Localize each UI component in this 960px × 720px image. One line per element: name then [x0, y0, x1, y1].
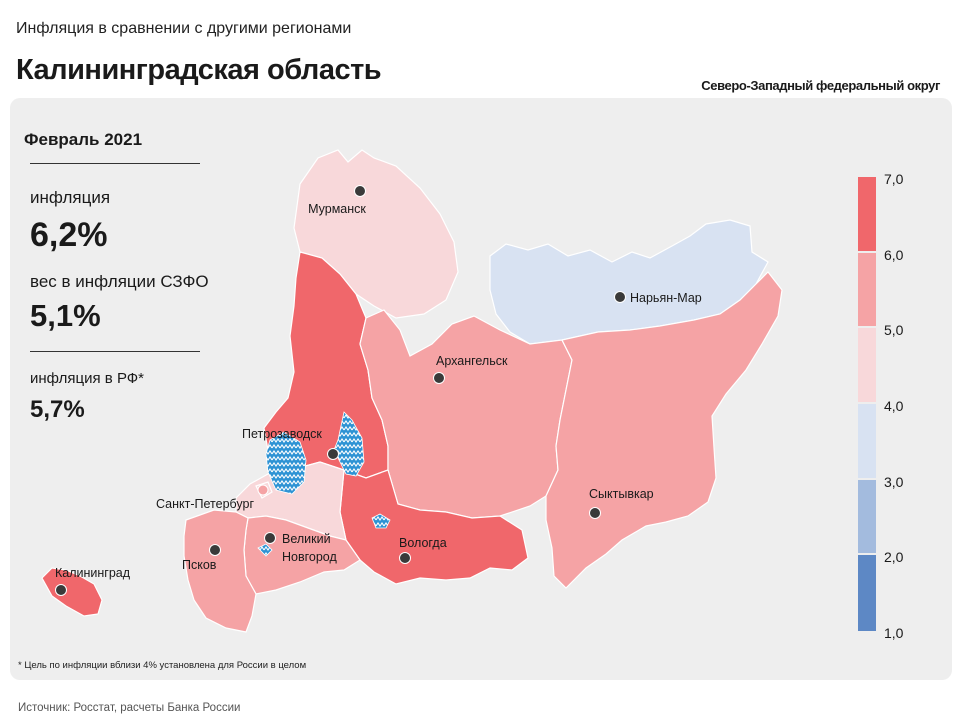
- city-label-pskov: Псков: [182, 558, 217, 572]
- legend-swatch: [858, 328, 876, 402]
- city-dot-arkhangelsk: [433, 372, 445, 384]
- legend-tick-label: 2,0: [884, 549, 904, 566]
- city-label-spb: Санкт-Петербург: [156, 497, 254, 511]
- source-note: Источник: Росстат, расчеты Банка России: [18, 702, 241, 714]
- region-vologda: [339, 469, 529, 585]
- city-dot-naryan-mar: [614, 291, 626, 303]
- weight-value: 5,1%: [30, 298, 101, 333]
- divider-top: [30, 163, 200, 164]
- city-markers: [55, 185, 626, 596]
- city-dot-syktyvkar: [589, 507, 601, 519]
- legend-swatch: [858, 555, 876, 631]
- legend-tick-label: 6,0: [884, 246, 904, 263]
- divider-bottom: [30, 351, 200, 352]
- district-label: Северо-Западный федеральный округ: [701, 78, 940, 93]
- city-label-naryan-mar: Нарьян-Мар: [630, 291, 702, 305]
- city-dot-petrozavodsk: [327, 448, 339, 460]
- footnote: * Цель по инфляции вблизи 4% установлена…: [18, 660, 307, 671]
- period-label: Февраль 2021: [24, 130, 143, 149]
- city-dot-kaliningrad: [55, 584, 67, 596]
- page-title: Калининградская область: [16, 54, 382, 86]
- city-dot-spb: [257, 484, 269, 496]
- city-dot-veliky-novgorod: [264, 532, 276, 544]
- city-label-petrozavodsk: Петрозаводск: [242, 427, 322, 441]
- city-dot-pskov: [209, 544, 221, 556]
- rf-inflation-value: 5,7%: [30, 396, 85, 423]
- inflation-value: 6,2%: [30, 216, 108, 254]
- weight-label: вес в инфляции СЗФО: [30, 272, 209, 291]
- city-label-novgorod: Новгород: [282, 550, 337, 564]
- city-label-vologda: Вологда: [399, 536, 447, 550]
- region-komi: [545, 271, 783, 589]
- lake-ilmen: [257, 543, 273, 557]
- inflation-label: инфляция: [30, 188, 111, 207]
- page-subtitle: Инфляция в сравнении с другими регионами: [16, 20, 352, 37]
- legend-tick-label: 5,0: [884, 322, 904, 339]
- city-label-kaliningrad: Калининград: [55, 566, 131, 580]
- legend-tick-label: 3,0: [884, 473, 904, 490]
- legend-tick-label: 7,0: [884, 171, 904, 187]
- region-pskov: [183, 509, 257, 633]
- rf-inflation-label: инфляция в РФ*: [30, 370, 145, 387]
- legend-swatch: [858, 404, 876, 478]
- legend-swatch: [858, 479, 876, 554]
- city-label-syktyvkar: Сыктывкар: [589, 487, 654, 501]
- city-label-veliky: Великий: [282, 532, 331, 546]
- legend-swatch: [858, 252, 876, 327]
- lake-beloye: [371, 513, 391, 529]
- city-label-arkhangelsk: Архангельск: [436, 354, 508, 368]
- city-dot-murmansk: [354, 185, 366, 197]
- region-kaliningrad: [41, 567, 103, 617]
- legend-tick-label: 1,0: [884, 625, 904, 641]
- legend-tick-label: 4,0: [884, 398, 904, 414]
- legend-swatch: [858, 177, 876, 251]
- city-dot-vologda: [399, 552, 411, 564]
- lake-ladoga: [265, 431, 307, 495]
- city-label-murmansk: Мурманск: [308, 202, 366, 216]
